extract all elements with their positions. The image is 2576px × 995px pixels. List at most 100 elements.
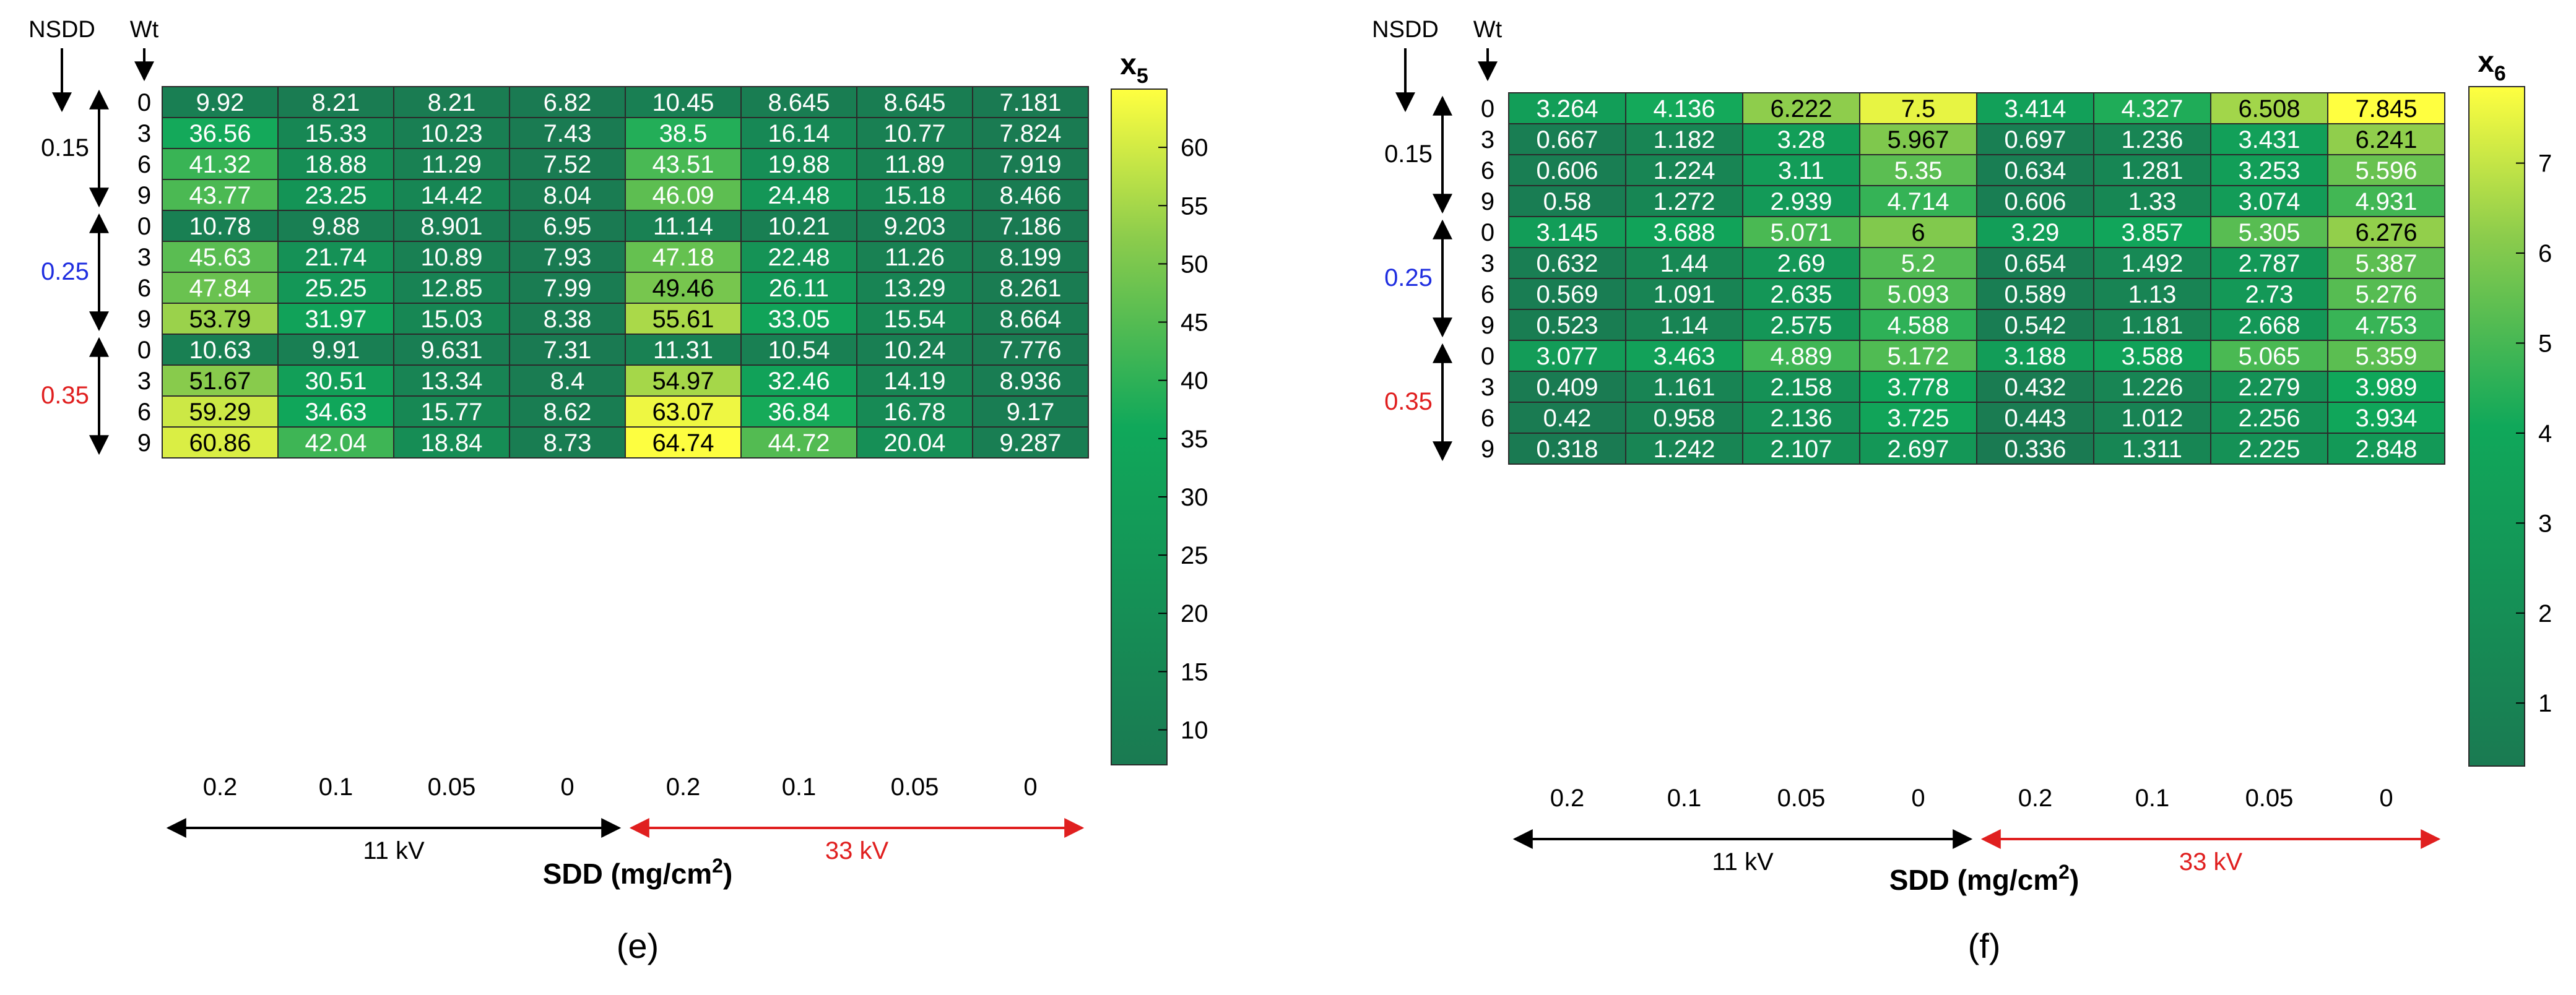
cell-value-label: 44.72 (768, 429, 830, 457)
cell-value-label: 0.409 (1536, 374, 1598, 401)
cell-value-label: 31.97 (305, 306, 366, 333)
heatmap-cell (2327, 123, 2445, 155)
cell-value-label: 3.28 (1777, 126, 1826, 153)
cell-value-label: 33.05 (768, 306, 830, 333)
cell-value-label: 64.74 (652, 429, 714, 457)
heatmap-cell (1625, 185, 1743, 217)
cell-value-label: 15.18 (883, 182, 945, 209)
panel-label: (f) (1968, 926, 2001, 965)
cell-value-label: 10.89 (420, 244, 482, 271)
wt-tick-label: 9 (1481, 312, 1494, 339)
heatmap-cell (1742, 216, 1860, 248)
wt-tick-label: 3 (1481, 250, 1494, 277)
heatmap-cell (509, 334, 626, 366)
cell-value-label: 8.21 (428, 89, 476, 116)
cell-value-label: 0.606 (2004, 188, 2066, 215)
heatmap-cell (972, 334, 1089, 366)
cell-value-label: 10.78 (189, 213, 251, 240)
heatmap-cell (1859, 154, 1977, 186)
cell-value-label: 8.199 (999, 244, 1061, 271)
heatmap-cell (277, 148, 394, 180)
heatmap-cell (625, 426, 742, 459)
wt-tick-label: 6 (1481, 405, 1494, 432)
colorbar-tick-label: 35 (1181, 426, 1208, 453)
x-tick-label: 0 (2379, 785, 2393, 812)
colorbar (2468, 86, 2525, 767)
cell-value-label: 0.318 (1536, 436, 1598, 463)
cell-value-label: 7.919 (999, 151, 1061, 178)
cell-value-label: 11.29 (422, 151, 482, 178)
wt-tick-label: 9 (1481, 436, 1494, 463)
heatmap-cell (2093, 371, 2211, 403)
heatmap-cell (1742, 247, 1860, 279)
heatmap-cell (2327, 92, 2445, 124)
cell-value-label: 5.065 (2238, 343, 2300, 370)
heatmap-cell (856, 179, 973, 211)
x-tick-label: 0.2 (666, 773, 701, 801)
cell-value-label: 5.276 (2355, 281, 2417, 308)
cell-value-label: 10.24 (883, 337, 945, 364)
cell-value-label: 8.62 (544, 398, 592, 426)
cell-value-label: 36.56 (189, 120, 251, 147)
nsdd-group-label: 0.15 (1384, 140, 1433, 168)
cell-value-label: 15.03 (420, 306, 482, 333)
heatmap-cell (625, 395, 742, 428)
heatmap-cell (2210, 247, 2328, 279)
heatmap-cell (1625, 340, 1743, 372)
heatmap-cell (162, 272, 279, 304)
cell-value-label: 2.635 (1770, 281, 1832, 308)
cell-value-label: 3.077 (1536, 343, 1598, 370)
cell-value-label: 2.107 (1770, 436, 1832, 463)
heatmap-cell (856, 241, 973, 273)
heatmap-cell (972, 117, 1089, 149)
heatmap-cell (972, 241, 1089, 273)
cell-value-label: 13.29 (883, 275, 945, 302)
heatmap-cell (1625, 278, 1743, 310)
nsdd-header: NSDD (28, 17, 95, 43)
cell-value-label: 46.09 (652, 182, 714, 209)
cell-value-label: 8.645 (883, 89, 945, 116)
cell-value-label: 2.225 (2238, 436, 2300, 463)
cell-value-label: 9.203 (883, 213, 945, 240)
cell-value-label: 7.93 (544, 244, 592, 271)
cell-value-label: 8.21 (312, 89, 360, 116)
heatmap-cell (1742, 154, 1860, 186)
heatmap-cell (2327, 340, 2445, 372)
cell-value-label: 2.73 (2245, 281, 2294, 308)
wt-tick-label: 6 (1481, 281, 1494, 308)
colorbar-tick-label: 25 (1181, 542, 1208, 569)
cell-value-label: 3.463 (1653, 343, 1715, 370)
cell-value-label: 8.664 (999, 306, 1061, 333)
x-tick-label: 0.1 (319, 773, 353, 801)
x-axis-label: SDD (mg/cm2) (1889, 861, 2079, 896)
heatmap-cell (162, 364, 279, 397)
cell-value-label: 25.25 (305, 275, 366, 302)
heatmap-cell (2327, 371, 2445, 403)
heatmap-cell (740, 272, 857, 304)
cell-value-label: 54.97 (652, 368, 714, 395)
x-tick-label: 0.2 (2018, 785, 2053, 812)
cell-value-label: 36.84 (768, 398, 830, 426)
colorbar-tick-label: 60 (1181, 134, 1208, 162)
panel-label: (e) (617, 926, 659, 965)
wt-tick-label: 9 (137, 429, 151, 457)
wt-tick-label: 3 (1481, 374, 1494, 401)
heatmap-cell (1859, 92, 1977, 124)
heatmap-cell (625, 272, 742, 304)
heatmap-cell (972, 395, 1089, 428)
colorbar-tick-label: 50 (1181, 251, 1208, 278)
cell-value-label: 5.387 (2355, 250, 2417, 277)
cell-value-label: 3.934 (2355, 405, 2417, 432)
voltage-group-label: 33 kV (2179, 848, 2243, 876)
cell-value-label: 11.26 (885, 244, 945, 271)
cell-value-label: 7.52 (544, 151, 592, 178)
cell-value-label: 0.58 (1543, 188, 1592, 215)
cell-value-label: 47.84 (189, 275, 251, 302)
heatmap-cell (393, 334, 510, 366)
cell-value-label: 3.688 (1653, 219, 1715, 246)
heatmap-cell (625, 364, 742, 397)
heatmap-cell (856, 395, 973, 428)
cell-value-label: 43.77 (189, 182, 251, 209)
heatmap-cell (625, 241, 742, 273)
